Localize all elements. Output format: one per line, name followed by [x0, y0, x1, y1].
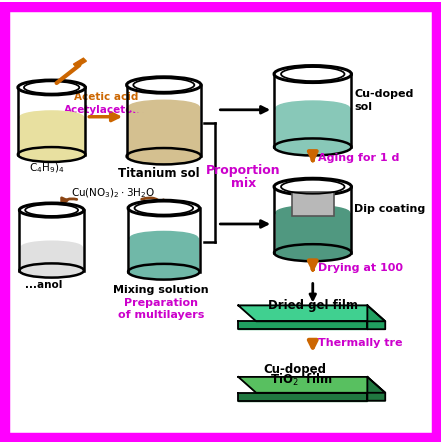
- Polygon shape: [238, 321, 367, 329]
- Ellipse shape: [128, 100, 199, 114]
- Text: Acetic acid: Acetic acid: [74, 92, 138, 102]
- Ellipse shape: [128, 264, 199, 280]
- Text: $\mathrm{C_4H_9)_4}$: $\mathrm{C_4H_9)_4}$: [29, 162, 64, 175]
- Ellipse shape: [18, 147, 85, 162]
- Polygon shape: [20, 210, 84, 278]
- Text: $\mathrm{Cu(NO_3)_2 \cdot 3H_2O}$: $\mathrm{Cu(NO_3)_2 \cdot 3H_2O}$: [71, 186, 155, 200]
- Polygon shape: [130, 238, 198, 272]
- Text: Preparation: Preparation: [124, 298, 198, 309]
- Polygon shape: [238, 305, 385, 321]
- Polygon shape: [274, 187, 352, 261]
- Polygon shape: [128, 107, 199, 156]
- Text: Cu-doped: Cu-doped: [354, 89, 414, 99]
- Polygon shape: [274, 74, 352, 155]
- Polygon shape: [238, 393, 367, 401]
- Ellipse shape: [127, 148, 201, 164]
- Polygon shape: [18, 87, 85, 162]
- Polygon shape: [238, 377, 385, 393]
- Text: Acetylacetone: Acetylacetone: [64, 105, 148, 115]
- Ellipse shape: [18, 80, 85, 95]
- Ellipse shape: [20, 203, 84, 217]
- Ellipse shape: [276, 101, 350, 115]
- Text: mix: mix: [230, 177, 256, 190]
- Polygon shape: [276, 213, 350, 253]
- Text: of multilayers: of multilayers: [118, 310, 204, 320]
- Polygon shape: [367, 377, 385, 401]
- Text: Aging for 1 d: Aging for 1 d: [318, 154, 399, 163]
- Text: Titanium sol: Titanium sol: [118, 167, 200, 180]
- Ellipse shape: [130, 231, 198, 245]
- Text: Proportion: Proportion: [206, 164, 281, 177]
- Text: Dip coating: Dip coating: [354, 204, 426, 214]
- Ellipse shape: [20, 111, 83, 123]
- Ellipse shape: [274, 139, 352, 155]
- Text: Thermally tre: Thermally tre: [318, 338, 402, 348]
- Ellipse shape: [276, 206, 350, 220]
- Polygon shape: [127, 85, 201, 164]
- Ellipse shape: [20, 263, 84, 278]
- Text: Drying at 100: Drying at 100: [318, 263, 403, 273]
- Text: Cu-doped: Cu-doped: [263, 363, 326, 376]
- Text: ...anol: ...anol: [25, 280, 62, 289]
- Polygon shape: [367, 305, 385, 329]
- Polygon shape: [73, 58, 87, 67]
- Ellipse shape: [274, 244, 352, 261]
- Text: Dried gel film: Dried gel film: [268, 299, 358, 313]
- Polygon shape: [128, 208, 199, 280]
- Polygon shape: [21, 247, 82, 270]
- Ellipse shape: [21, 241, 82, 253]
- Text: TiO$_2$  film: TiO$_2$ film: [270, 372, 332, 388]
- Text: Mixing solution: Mixing solution: [113, 285, 209, 296]
- Ellipse shape: [274, 178, 352, 195]
- Text: sol: sol: [354, 102, 373, 112]
- Polygon shape: [20, 117, 83, 155]
- Ellipse shape: [274, 66, 352, 83]
- Ellipse shape: [128, 200, 199, 216]
- Ellipse shape: [127, 77, 201, 93]
- FancyBboxPatch shape: [292, 192, 333, 216]
- Polygon shape: [276, 108, 350, 147]
